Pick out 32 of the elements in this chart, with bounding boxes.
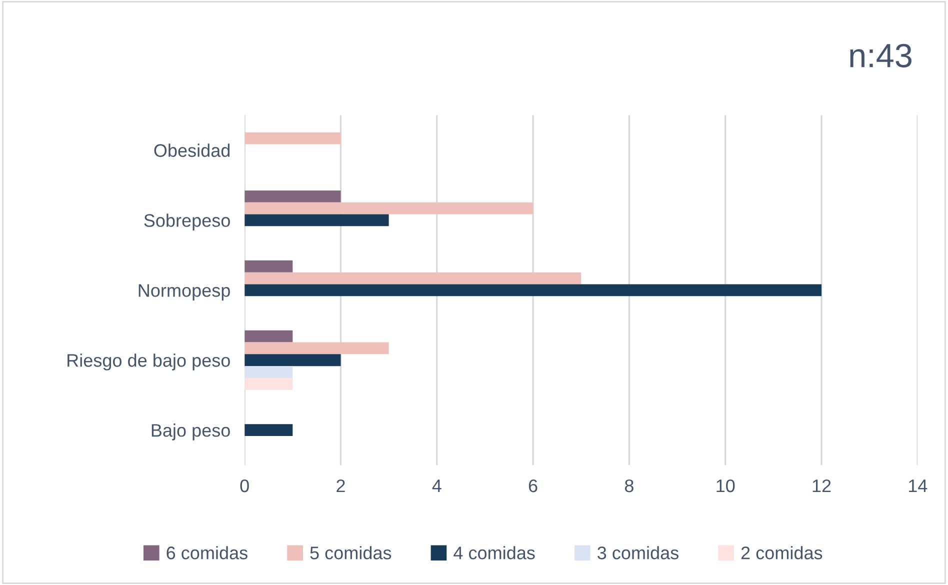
bar [244,132,341,144]
bar [244,378,293,390]
legend-label: 6 comidas [166,546,248,560]
bar [244,354,341,366]
chart-title: n:43 [850,44,912,68]
bar [244,342,389,354]
bar [244,366,293,378]
bar [244,190,341,202]
y-tick-label: Sobrepeso [144,214,230,230]
x-tick-label: 2 [336,479,345,492]
legend-label: 4 comidas [454,546,535,560]
legend-label: 5 comidas [310,546,392,560]
y-tick-label: Riesgo de bajo peso [68,354,230,370]
legend-label: 3 comidas [598,546,678,560]
bar [244,424,293,436]
bar [244,260,293,272]
x-tick-label: 4 [432,480,442,492]
bar [244,330,293,342]
x-tick-label: 6 [528,479,538,492]
legend-label: 2 comidas [741,546,822,560]
x-tick-label: 8 [624,479,634,492]
bar [244,272,582,284]
x-tick-label: 10 [716,479,735,492]
x-tick-label: 14 [909,480,928,492]
bar [244,214,389,226]
x-tick-label: 12 [812,479,831,492]
bar [244,202,534,214]
y-tick-label: Bajo peso [152,424,230,440]
y-tick-label: Obesidad [154,144,230,157]
y-tick-label: Normopesp [138,284,230,300]
bar [244,284,822,296]
x-tick-label: 0 [240,479,249,492]
